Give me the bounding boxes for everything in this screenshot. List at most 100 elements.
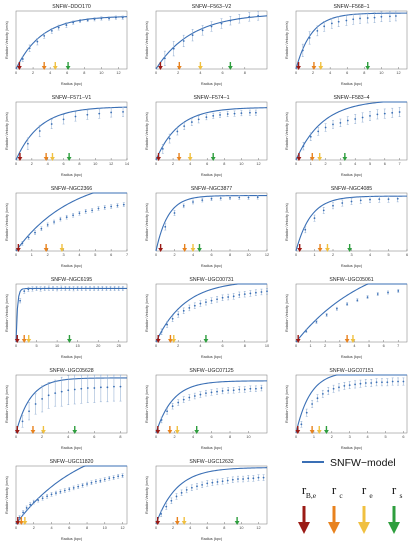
data-point bbox=[397, 377, 400, 386]
marker-rbe-arrow bbox=[297, 244, 303, 252]
marker-rs-arrow bbox=[66, 153, 72, 161]
x-tick-label: 14 bbox=[125, 162, 129, 166]
marker-re-arrow bbox=[41, 426, 46, 434]
x-tick-label: 10 bbox=[239, 526, 243, 530]
data-point bbox=[97, 206, 100, 211]
data-point bbox=[216, 388, 219, 395]
data-point bbox=[86, 374, 89, 403]
data-point bbox=[113, 285, 116, 291]
data-point bbox=[171, 403, 174, 410]
marker-rbe-arrow bbox=[15, 244, 21, 252]
data-point bbox=[116, 203, 119, 208]
x-axis-label: Radius (kpc) bbox=[201, 82, 223, 86]
y-axis-label: Rotation Velocity (km/s) bbox=[5, 21, 9, 59]
data-point bbox=[81, 483, 84, 488]
plot-frame bbox=[295, 10, 408, 70]
data-point bbox=[195, 483, 198, 490]
data-point bbox=[164, 223, 167, 231]
chart-svg: SNFW−NGC6195 0 5 10 15 20 25 Radius (kpc) Rotati… bbox=[5, 277, 128, 359]
data-point bbox=[76, 285, 79, 291]
marker-re-arrow bbox=[171, 335, 177, 343]
data-point bbox=[242, 475, 245, 483]
data-point bbox=[337, 383, 340, 392]
plot-frame bbox=[295, 101, 408, 161]
data-point bbox=[90, 480, 93, 485]
data-point bbox=[163, 50, 166, 66]
x-tick-label: 6 bbox=[206, 162, 208, 166]
x-tick-label: 4 bbox=[199, 71, 201, 75]
data-point bbox=[79, 19, 82, 23]
marker-rbe-arrow bbox=[14, 335, 20, 343]
x-tick-label: 6 bbox=[210, 435, 212, 439]
chart-panel: SNFW−F568−1 0 2 4 6 8 10 12 Radius (kpc) Rotation… bbox=[282, 2, 414, 88]
data-point bbox=[335, 306, 338, 311]
marker-rc-arrow bbox=[176, 153, 182, 161]
chart-title: SNFW−UGC07125 bbox=[189, 368, 233, 374]
data-point bbox=[43, 33, 46, 39]
x-tick-label: 4 bbox=[354, 162, 356, 166]
data-point bbox=[354, 114, 357, 124]
x-tick-label: 4 bbox=[369, 253, 371, 257]
legend-marker-sub: B,e bbox=[306, 491, 317, 500]
x-tick-label: 1 bbox=[31, 253, 33, 257]
data-point bbox=[121, 473, 124, 478]
data-point bbox=[99, 478, 102, 484]
data-point bbox=[308, 31, 311, 45]
legend-marker-sub: e bbox=[369, 491, 373, 500]
marker-rc-arrow bbox=[311, 62, 317, 70]
x-tick-label: 4 bbox=[329, 71, 331, 75]
data-point bbox=[108, 476, 111, 481]
y-axis-label: Rotation Velocity (km/s) bbox=[145, 476, 149, 514]
marker-rc-arrow bbox=[43, 244, 49, 252]
x-tick-label: 25 bbox=[117, 344, 121, 348]
x-axis-label: Radius (kpc) bbox=[61, 355, 83, 359]
chart-svg: SNFW−UGC07125 0 2 4 6 8 10 Radius (kpc) Rotation… bbox=[145, 368, 268, 450]
data-point bbox=[332, 384, 335, 393]
x-tick-label: 6 bbox=[63, 162, 65, 166]
data-point bbox=[402, 377, 405, 386]
x-tick-label: 3 bbox=[339, 162, 341, 166]
data-point bbox=[182, 307, 185, 314]
data-point bbox=[257, 474, 260, 481]
x-tick-label: 5 bbox=[35, 344, 37, 348]
x-axis-label: Radius (kpc) bbox=[341, 446, 363, 450]
data-point bbox=[182, 34, 185, 48]
marker-re-arrow bbox=[174, 426, 180, 434]
chart-panel: SNFW−UGC05061 0 1 2 3 4 5 6 7 Radius (kpc) Rotatio… bbox=[282, 275, 414, 361]
plot-frame bbox=[15, 192, 128, 252]
data-point bbox=[73, 374, 76, 405]
data-point bbox=[165, 503, 168, 510]
chart-svg: SNFW−F563−V2 0 2 4 6 8 Radius (kpc) Rotation Ve… bbox=[145, 4, 268, 86]
data-point bbox=[316, 394, 319, 403]
data-point bbox=[339, 118, 342, 127]
data-point bbox=[50, 492, 53, 497]
marker-rbe-arrow bbox=[17, 153, 23, 161]
data-point bbox=[122, 202, 125, 207]
data-point bbox=[266, 288, 268, 295]
data-point bbox=[238, 14, 241, 24]
data-point bbox=[387, 290, 390, 295]
x-tick-label: 6 bbox=[384, 162, 386, 166]
marker-rs-arrow bbox=[72, 426, 78, 434]
chart-title: SNFW−UGC11820 bbox=[50, 459, 94, 465]
legend-marker-label: r bbox=[332, 482, 337, 497]
marker-rc-arrow bbox=[43, 153, 49, 161]
data-point bbox=[22, 510, 25, 515]
chart-title: SNFW−UGC07151 bbox=[329, 368, 373, 374]
data-point bbox=[19, 298, 22, 304]
marker-rs-arrow bbox=[234, 517, 240, 525]
data-point bbox=[254, 109, 257, 116]
data-point bbox=[227, 387, 230, 394]
data-point bbox=[210, 21, 213, 32]
marker-re-arrow bbox=[187, 153, 193, 161]
x-tick-label: 2 bbox=[31, 162, 33, 166]
x-axis-label: Radius (kpc) bbox=[201, 355, 223, 359]
x-axis-label: Radius (kpc) bbox=[61, 537, 83, 541]
data-point bbox=[243, 291, 246, 298]
marker-re-arrow bbox=[325, 244, 330, 252]
data-point bbox=[54, 490, 57, 496]
x-tick-label: 3 bbox=[349, 435, 351, 439]
marker-re-arrow bbox=[198, 62, 203, 70]
marker-rs-arrow bbox=[342, 153, 348, 161]
data-point bbox=[254, 385, 257, 392]
